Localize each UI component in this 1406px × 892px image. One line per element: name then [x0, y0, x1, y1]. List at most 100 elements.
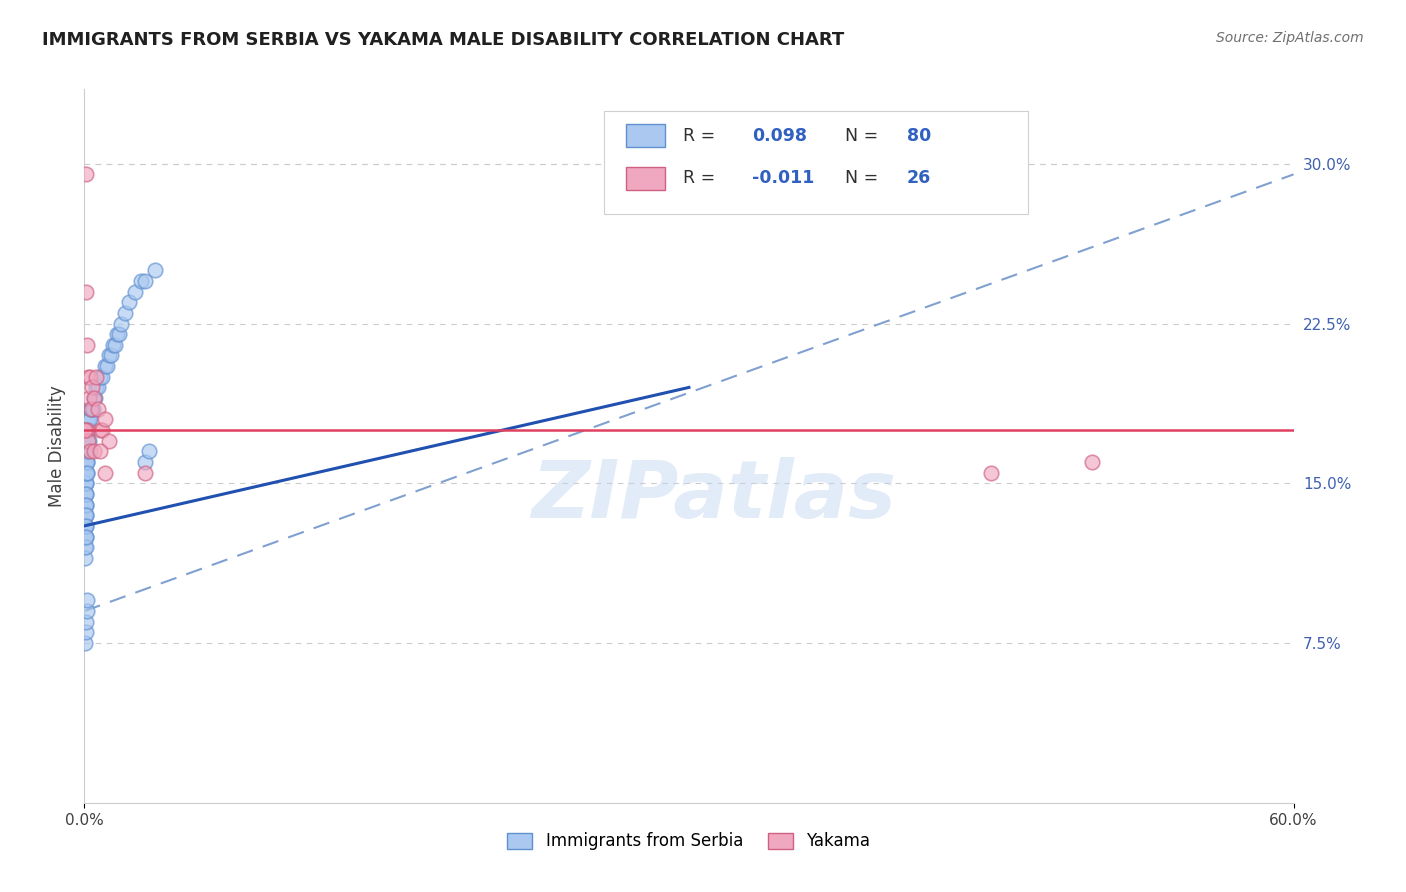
Point — [75, 508, 97, 523]
Point — [76, 423, 98, 437]
Point — [75, 498, 97, 512]
Point — [79, 423, 101, 437]
Point — [75, 168, 97, 182]
Point — [83, 391, 105, 405]
Point — [89, 423, 111, 437]
Point — [138, 444, 160, 458]
Point — [79, 412, 101, 426]
Point — [75, 476, 97, 491]
Point — [118, 295, 141, 310]
Point — [76, 455, 98, 469]
Point — [75, 487, 97, 501]
Point — [79, 412, 101, 426]
Point — [134, 455, 156, 469]
Point — [87, 380, 110, 394]
Point — [75, 466, 97, 480]
Point — [79, 391, 101, 405]
Point — [77, 369, 100, 384]
Point — [79, 369, 101, 384]
Text: N =: N = — [834, 169, 884, 187]
Point — [77, 444, 100, 458]
Text: -0.011: -0.011 — [752, 169, 814, 187]
Point — [97, 434, 120, 448]
Point — [75, 455, 97, 469]
Point — [75, 625, 97, 640]
Point — [75, 476, 97, 491]
Bar — [626, 124, 665, 147]
Point — [76, 434, 98, 448]
Point — [75, 285, 97, 299]
Text: 80: 80 — [907, 127, 931, 145]
Point — [93, 359, 115, 373]
Point — [76, 423, 98, 437]
Point — [93, 412, 115, 426]
Point — [75, 498, 97, 512]
Point — [76, 444, 98, 458]
Point — [80, 401, 103, 416]
Point — [75, 540, 97, 554]
Point — [75, 466, 97, 480]
Point — [75, 498, 97, 512]
Point — [89, 444, 111, 458]
Point — [84, 391, 107, 405]
Point — [83, 444, 105, 458]
Point — [1081, 455, 1104, 469]
Point — [104, 338, 127, 352]
Point — [77, 412, 100, 426]
Point — [76, 466, 98, 480]
Bar — [626, 167, 665, 190]
Text: R =: R = — [683, 127, 721, 145]
Point — [76, 423, 98, 437]
Point — [124, 285, 146, 299]
Point — [86, 369, 108, 384]
Point — [75, 529, 97, 543]
Point — [75, 444, 97, 458]
Point — [75, 550, 97, 565]
Point — [75, 423, 97, 437]
Point — [79, 444, 101, 458]
Point — [76, 466, 98, 480]
Point — [83, 391, 105, 405]
Point — [77, 434, 100, 448]
Point — [76, 593, 98, 607]
Point — [75, 476, 97, 491]
Point — [75, 434, 97, 448]
Text: Source: ZipAtlas.com: Source: ZipAtlas.com — [1216, 31, 1364, 45]
Point — [82, 401, 104, 416]
Point — [75, 636, 97, 650]
Text: IMMIGRANTS FROM SERBIA VS YAKAMA MALE DISABILITY CORRELATION CHART: IMMIGRANTS FROM SERBIA VS YAKAMA MALE DI… — [42, 31, 845, 49]
Point — [75, 529, 97, 543]
Point — [75, 455, 97, 469]
Point — [75, 487, 97, 501]
Y-axis label: Male Disability: Male Disability — [48, 385, 66, 507]
Text: N =: N = — [834, 127, 884, 145]
Point — [107, 327, 129, 342]
Point — [105, 327, 128, 342]
Point — [75, 423, 97, 437]
Point — [77, 434, 100, 448]
Point — [75, 540, 97, 554]
Point — [76, 604, 98, 618]
Point — [75, 519, 97, 533]
Text: 26: 26 — [907, 169, 931, 187]
Text: 0.098: 0.098 — [752, 127, 807, 145]
Point — [75, 444, 97, 458]
Point — [80, 401, 103, 416]
Point — [134, 274, 156, 288]
Point — [134, 466, 156, 480]
Point — [980, 466, 1002, 480]
Point — [76, 444, 98, 458]
Point — [75, 508, 97, 523]
Point — [100, 349, 122, 363]
Point — [79, 401, 101, 416]
FancyBboxPatch shape — [605, 111, 1028, 214]
Point — [143, 263, 166, 277]
Point — [75, 615, 97, 629]
Text: ZIPatlas: ZIPatlas — [530, 457, 896, 535]
Point — [75, 529, 97, 543]
Point — [82, 380, 104, 394]
Legend: Immigrants from Serbia, Yakama: Immigrants from Serbia, Yakama — [499, 824, 879, 859]
Text: R =: R = — [683, 169, 721, 187]
Point — [91, 423, 114, 437]
Point — [79, 434, 101, 448]
